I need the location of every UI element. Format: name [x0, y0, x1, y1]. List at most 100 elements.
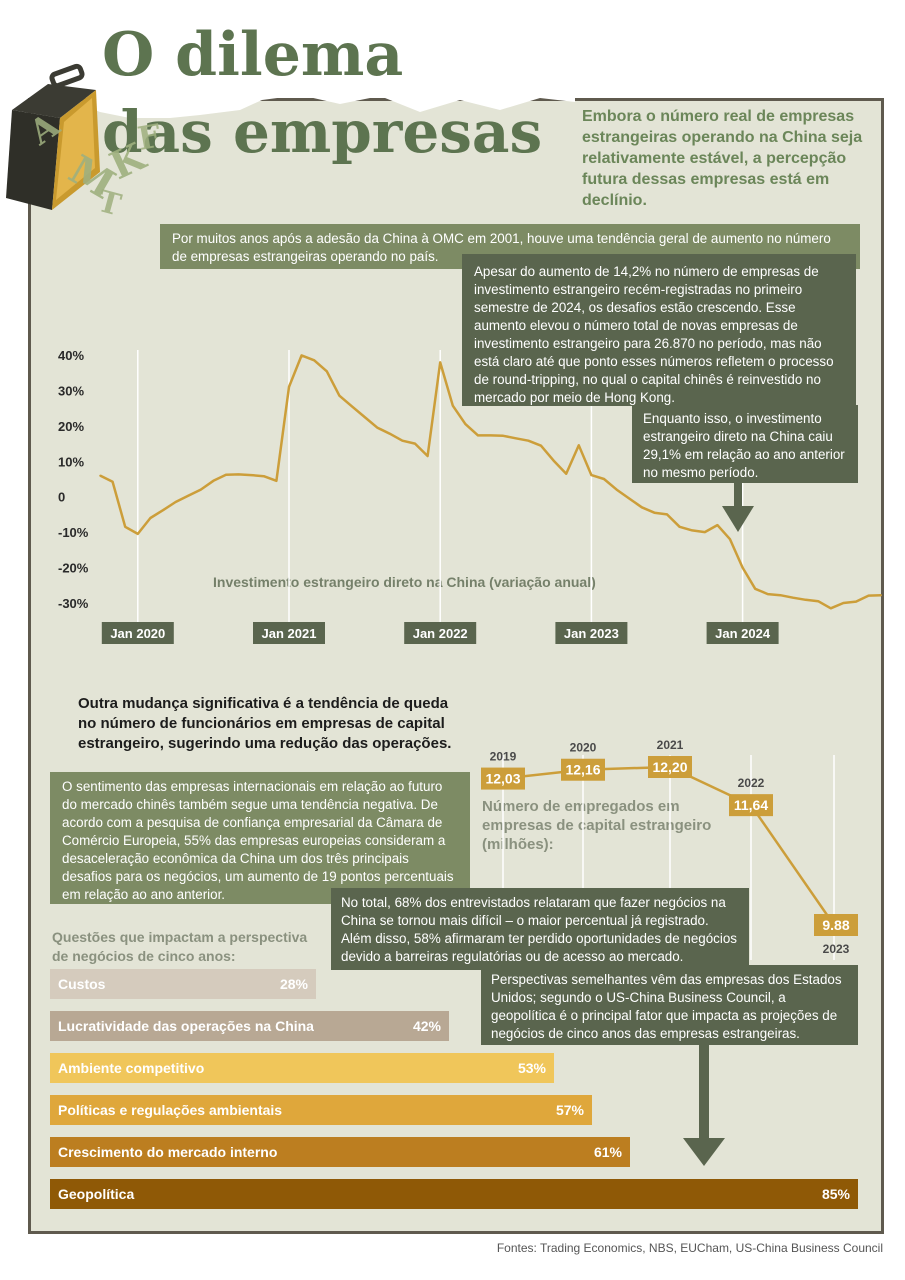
fdi-data-point: [401, 439, 404, 442]
fdi-series-label: Investimento estrangeiro direto na China…: [213, 574, 596, 590]
briefcase-icon: M K A F T: [6, 63, 164, 224]
fdi-data-point: [111, 481, 114, 483]
fdi-data-point: [691, 529, 693, 532]
bar-label: Lucratividade das operações na China: [58, 1018, 314, 1034]
bar-politicas: Políticas e regulações ambientais 57%: [50, 1095, 592, 1125]
fdi-data-point: [477, 434, 479, 437]
fdi-data-point: [338, 394, 341, 397]
fdi-data-point: [149, 517, 152, 519]
emp-value-label: 12,20: [652, 759, 687, 775]
arrow-down-icon-head: [722, 506, 754, 532]
page-title-line2: das empresas: [102, 98, 543, 166]
emp-year-label: 2023: [823, 942, 850, 956]
y-tick-label: 30%: [58, 383, 84, 398]
arrow-down-icon-2-head: [683, 1138, 725, 1166]
emp-year-label: 2021: [657, 738, 684, 752]
bar-ambiente-competitivo: Ambiente competitivo 53%: [50, 1053, 554, 1083]
bar-custos: Custos 28%: [50, 969, 316, 999]
fdi-data-point: [653, 511, 656, 514]
emp-year-label: 2020: [570, 741, 597, 755]
wto-note-text: Por muitos anos após a adesão da China à…: [172, 231, 831, 264]
increase-note: Apesar do aumento de 14,2% no número de …: [462, 254, 856, 406]
y-tick-label: 10%: [58, 454, 84, 469]
y-tick-label: 0: [58, 490, 65, 505]
bar-crescimento: Crescimento do mercado interno 61%: [50, 1137, 630, 1167]
fdi-data-point: [300, 354, 303, 357]
fdi-data-point: [578, 444, 580, 447]
fdi-data-point: [489, 434, 492, 437]
x-tick-label: Jan 2021: [262, 626, 317, 641]
x-tick-label: Jan 2020: [110, 626, 165, 641]
fdi-data-point: [678, 526, 681, 528]
us-note-text: Perspectivas semelhantes vêm das empresa…: [491, 972, 842, 1041]
emp-value-label: 12,16: [565, 762, 600, 778]
bar-lucratividade: Lucratividade das operações na China 42%: [50, 1011, 449, 1041]
fdi-data-point: [754, 588, 756, 590]
difficulty-note-text: No total, 68% dos entrevistados relatara…: [341, 895, 737, 964]
bar-value: 57%: [555, 1102, 584, 1118]
fdi-data-point: [414, 442, 416, 445]
emp-year-label: 2019: [490, 750, 517, 764]
fdi-data-point: [99, 474, 101, 477]
fdi-data-point: [666, 513, 668, 516]
fdi-data-point: [326, 370, 328, 373]
fdi-data-point: [162, 509, 164, 512]
fdi-data-point: [237, 473, 240, 476]
emp-value-box: [561, 758, 605, 781]
fdi-data-point: [376, 426, 379, 429]
fdi-data-point: [729, 538, 731, 540]
fdi-data-point: [641, 506, 643, 509]
y-tick-label: 20%: [58, 419, 84, 434]
bar-label: Políticas e regulações ambientais: [58, 1102, 283, 1118]
emp-value-label: 12,03: [485, 771, 520, 787]
bar-value: 53%: [517, 1060, 546, 1076]
bar-label: Custos: [58, 976, 106, 992]
fdi-data-point: [716, 524, 719, 526]
fdi-data-point: [464, 423, 467, 425]
fdi-data-point: [225, 473, 227, 476]
fdi-data-point: [174, 501, 177, 503]
fdi-data-point: [389, 432, 391, 435]
fdi-data-point: [603, 478, 605, 480]
y-tick-label: -10%: [58, 525, 89, 540]
arrow-down-icon: [734, 483, 742, 508]
torn-edge: [90, 0, 575, 118]
x-tick-label: Jan 2023: [564, 626, 619, 641]
x-tick-bg: [706, 622, 779, 644]
fdi-data-point: [452, 404, 454, 407]
y-tick-label: 40%: [58, 348, 84, 363]
fdi-data-point: [502, 435, 505, 437]
fdi-data-point: [124, 526, 126, 528]
fdi-data-point: [767, 593, 769, 595]
x-tick-bg: [404, 622, 477, 644]
fdi-data-point: [426, 455, 429, 457]
arrow-down-icon-2: [699, 1044, 709, 1140]
sentiment-note-text: O sentimento das empresas internacionais…: [62, 779, 454, 902]
fdi-note: Enquanto isso, o investimento estrangeir…: [632, 405, 858, 483]
fdi-data-point: [200, 488, 202, 491]
emp-value-box: [481, 767, 525, 790]
emp-value-label: 9.88: [822, 917, 849, 933]
fdi-data-point: [275, 480, 278, 482]
fdi-data-point: [590, 474, 593, 476]
fdi-data-point: [615, 488, 618, 491]
fdi-data-point: [817, 600, 819, 602]
x-tick-bg: [101, 622, 174, 644]
us-note: Perspectivas semelhantes vêm das empresa…: [481, 965, 858, 1045]
emp-value-label: 11,64: [734, 797, 768, 813]
fdi-note-text: Enquanto isso, o investimento estrangeir…: [643, 411, 845, 480]
employees-note: Outra mudança significativa é a tendênci…: [78, 695, 452, 752]
fdi-data-point: [792, 596, 794, 599]
fdi-data-point: [263, 475, 265, 478]
emp-value-box: [648, 756, 692, 778]
fdi-data-point: [628, 497, 630, 500]
issues-chart-title: Questões que impactam a perspectiva de n…: [52, 929, 308, 964]
fdi-data-point: [704, 531, 706, 533]
emp-value-box: [814, 914, 858, 936]
fdi-data-point: [351, 405, 353, 408]
fdi-data-point: [363, 416, 366, 418]
fdi-data-point: [552, 459, 555, 462]
fdi-data-point: [439, 361, 442, 364]
fdi-data-point: [212, 480, 215, 482]
